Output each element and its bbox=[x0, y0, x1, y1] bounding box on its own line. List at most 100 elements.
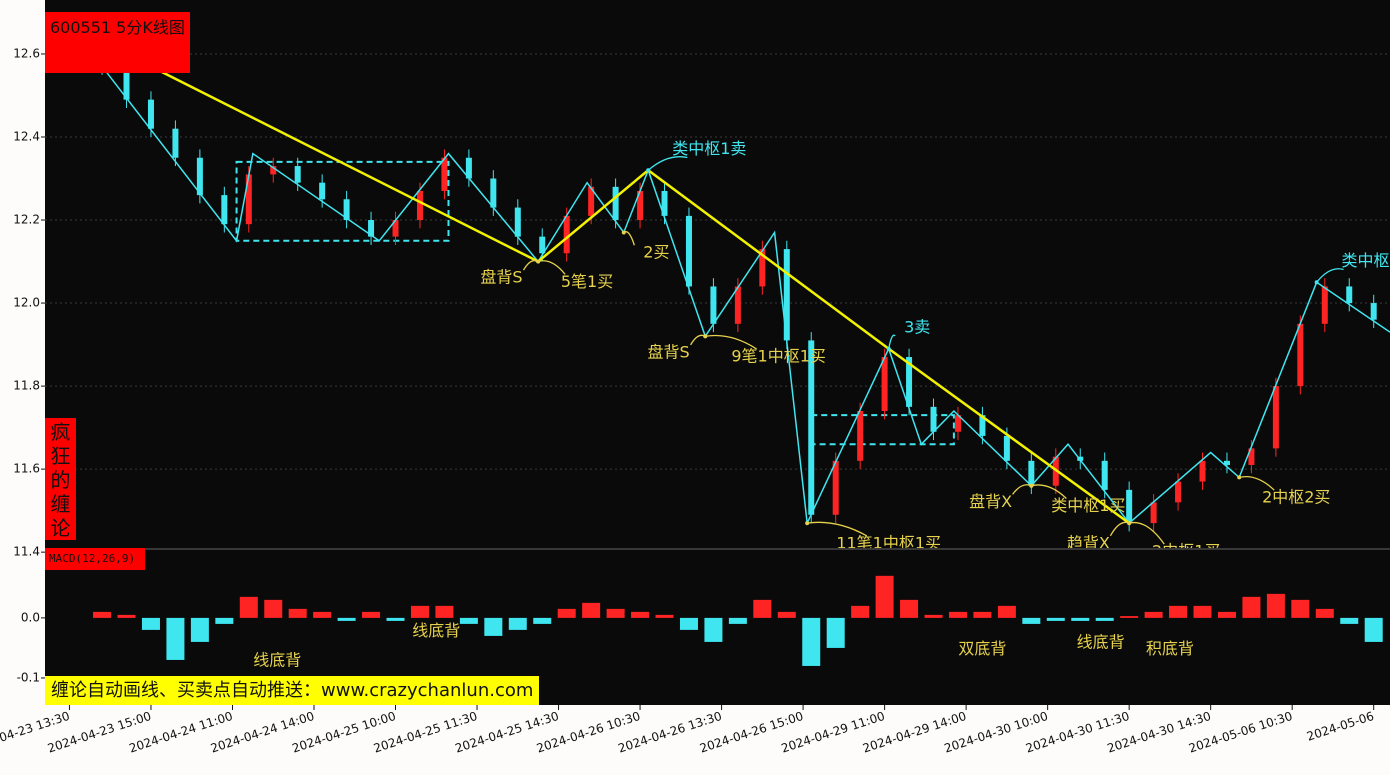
candle-body bbox=[685, 215, 692, 287]
macd-bar bbox=[337, 617, 356, 621]
candle-body bbox=[123, 66, 130, 100]
annotation: 类中枢1卖 bbox=[672, 139, 746, 158]
macd-bar bbox=[533, 617, 552, 624]
macd-bar bbox=[704, 617, 723, 642]
annotation-arrow bbox=[705, 334, 757, 350]
candle-body bbox=[294, 166, 301, 183]
macd-bar bbox=[362, 611, 381, 618]
macd-bar bbox=[239, 596, 258, 618]
side-label: 疯狂的缠论 bbox=[45, 418, 76, 540]
candle-body bbox=[1077, 456, 1084, 461]
candle-body bbox=[1003, 435, 1010, 461]
macd-bar bbox=[1144, 611, 1163, 618]
macd-bar bbox=[826, 617, 845, 648]
candle-body bbox=[490, 178, 497, 208]
macd-bar bbox=[1046, 617, 1065, 621]
annotation-point bbox=[805, 521, 810, 526]
candle-body bbox=[172, 128, 179, 158]
macd-bar bbox=[288, 608, 307, 618]
candle-body bbox=[979, 415, 986, 436]
annotation: 3卖 bbox=[904, 317, 930, 336]
annotation: 类中枢1买 bbox=[1051, 496, 1125, 515]
candle-body bbox=[1321, 286, 1328, 324]
annotation: 积底背 bbox=[1146, 639, 1194, 658]
macd-bar bbox=[1169, 605, 1188, 618]
macd-title: MACD(12,26,9) bbox=[45, 548, 145, 570]
macd-bar bbox=[1315, 608, 1334, 618]
annotation-point bbox=[1127, 521, 1132, 526]
y-tick-label: 11.4 bbox=[13, 545, 40, 559]
candle-body bbox=[319, 182, 326, 200]
candle-body bbox=[1248, 448, 1255, 465]
candle-body bbox=[588, 186, 595, 216]
macd-bar bbox=[264, 599, 283, 618]
candle-body bbox=[1297, 323, 1304, 387]
macd-bar bbox=[655, 614, 674, 618]
macd-bar bbox=[777, 611, 796, 618]
y-tick-label: 0.0 bbox=[21, 610, 40, 624]
y-tick-label: 12.4 bbox=[13, 130, 40, 144]
macd-bar bbox=[802, 617, 821, 666]
macd-bar bbox=[851, 605, 870, 618]
candle-body bbox=[1150, 502, 1157, 524]
candle-body bbox=[392, 220, 399, 237]
macd-bar bbox=[410, 605, 429, 618]
macd-bar bbox=[1364, 617, 1383, 642]
annotation-point bbox=[536, 259, 541, 264]
y-tick-label: 11.8 bbox=[13, 379, 40, 393]
annotation: 盘背X bbox=[969, 492, 1012, 511]
candle-body bbox=[857, 411, 864, 461]
annotation-arrow bbox=[537, 260, 566, 275]
macd-bar bbox=[166, 617, 185, 660]
annotation: 2中枢2买 bbox=[1262, 488, 1330, 507]
annotation-point bbox=[621, 230, 626, 235]
candle-body bbox=[612, 186, 619, 221]
candle-body bbox=[1272, 386, 1279, 449]
macd-bar bbox=[973, 611, 992, 618]
annotation: 9笔1中枢1买 bbox=[731, 347, 826, 366]
candle-body bbox=[734, 286, 741, 324]
chart-title: 600551 5分K线图 bbox=[45, 12, 190, 73]
annotation: 线底背 bbox=[412, 621, 460, 640]
macd-bar bbox=[459, 617, 478, 624]
annotation-arrow bbox=[1239, 476, 1275, 491]
candle-body bbox=[343, 199, 350, 221]
macd-bar bbox=[948, 611, 967, 618]
macd-bar bbox=[606, 608, 625, 618]
y-tick-label: 12.0 bbox=[13, 296, 40, 310]
annotation: 2中枢1买 bbox=[1152, 542, 1220, 561]
candle-body bbox=[1370, 303, 1377, 320]
candle-body bbox=[441, 157, 448, 191]
banner: 缠论自动画线、买卖点自动推送：www.crazychanlun.com bbox=[45, 676, 540, 705]
annotation: 5笔1买 bbox=[561, 272, 613, 291]
candle-body bbox=[147, 99, 154, 129]
annotation-arrow bbox=[1316, 268, 1344, 283]
macd-bar bbox=[679, 617, 698, 630]
macd-bar bbox=[1340, 617, 1359, 624]
x-tick-label: 2024-05-06 bbox=[1305, 709, 1376, 744]
annotation-point bbox=[1237, 475, 1242, 480]
macd-bar bbox=[728, 617, 747, 624]
macd-bar bbox=[1242, 596, 1261, 618]
candle-body bbox=[465, 157, 472, 179]
candle-body bbox=[539, 236, 546, 254]
annotation-point bbox=[1314, 280, 1319, 285]
candle-body bbox=[783, 249, 790, 341]
macd-bar bbox=[141, 617, 160, 630]
macd-bar bbox=[1193, 605, 1212, 618]
annotation-arrow bbox=[807, 521, 868, 537]
macd-bar bbox=[1022, 617, 1041, 624]
annotation: 线底背 bbox=[253, 651, 301, 670]
annotation: 双底背 bbox=[958, 639, 1006, 658]
candle-body bbox=[1175, 481, 1182, 503]
annotation-arrow bbox=[888, 334, 896, 349]
candle-body bbox=[637, 190, 644, 221]
candle-body bbox=[196, 157, 203, 196]
macd-bar bbox=[1217, 611, 1236, 618]
candle-body bbox=[1223, 460, 1230, 465]
plot-background bbox=[45, 0, 1390, 705]
candle-body bbox=[661, 190, 668, 216]
macd-bar bbox=[1095, 617, 1114, 621]
candle-body bbox=[710, 286, 717, 324]
